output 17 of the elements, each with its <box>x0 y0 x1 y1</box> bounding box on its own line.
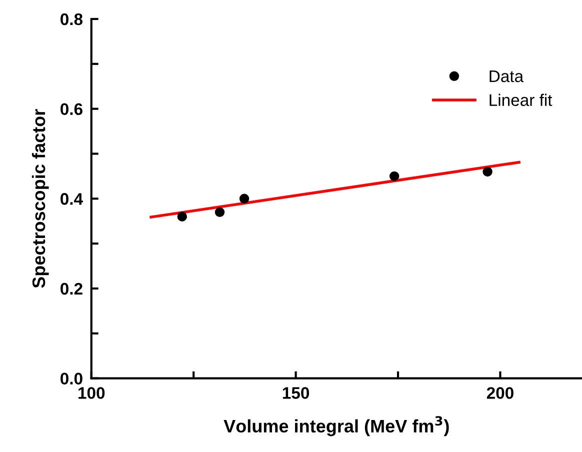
point <box>482 166 492 177</box>
y-tick-label: 0.8 <box>60 13 83 26</box>
x-axis-title: Volume integral (MeV fm$^{3}$) <box>224 416 449 436</box>
point <box>389 171 400 182</box>
point <box>239 194 250 204</box>
x-tick-label: 200 <box>486 387 514 399</box>
x-tick-label: 100 <box>78 387 105 399</box>
y-tick-label: 0.2 <box>60 282 82 295</box>
legend-label: Linear fit <box>490 94 552 106</box>
x-tick-label: 150 <box>282 387 310 399</box>
y-axis-title: Spectroscopic factor <box>32 109 49 288</box>
point <box>214 207 225 217</box>
y-tick-label: 0.0 <box>60 372 82 385</box>
y-tick-label: 0.6 <box>60 103 82 116</box>
point <box>177 212 187 222</box>
legend-label: Data <box>490 70 524 82</box>
y-tick-label: 0.4 <box>60 193 83 205</box>
